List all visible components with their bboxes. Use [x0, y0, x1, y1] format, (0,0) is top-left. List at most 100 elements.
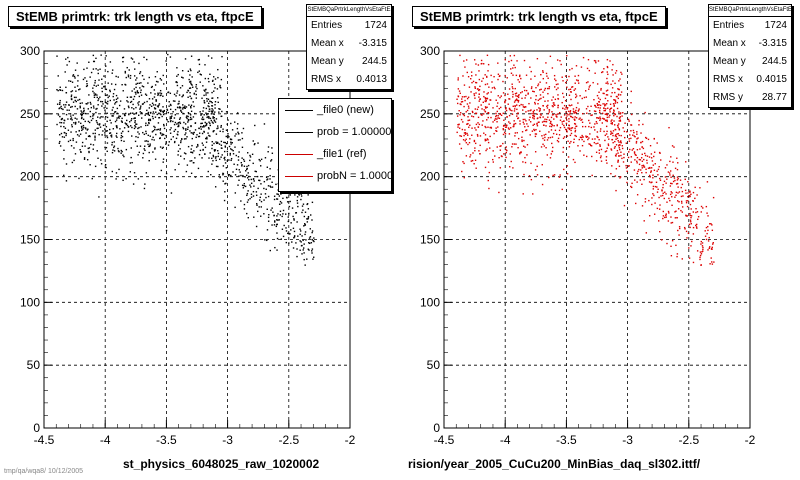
- scatter-point: [260, 206, 262, 208]
- scatter-point: [225, 135, 227, 138]
- scatter-point: [467, 75, 470, 78]
- scatter-point: [651, 160, 654, 162]
- scatter-point: [460, 118, 463, 121]
- scatter-point: [494, 118, 497, 120]
- scatter-point: [477, 106, 480, 108]
- scatter-point: [508, 98, 510, 100]
- scatter-point: [86, 83, 88, 85]
- scatter-point: [59, 101, 61, 104]
- scatter-points: [456, 54, 715, 266]
- scatter-point: [106, 112, 108, 114]
- scatter-point: [599, 118, 602, 120]
- scatter-point: [648, 156, 651, 158]
- scatter-point: [228, 145, 231, 148]
- scatter-point: [619, 112, 622, 115]
- scatter-point: [205, 94, 207, 96]
- scatter-point: [60, 105, 62, 108]
- legend-box: _file0 (new) prob = 1.000000 _file1 (ref…: [278, 98, 392, 192]
- scatter-point: [109, 132, 112, 134]
- scatter-point: [581, 97, 583, 100]
- scatter-point: [552, 132, 555, 135]
- scatter-point: [631, 113, 633, 116]
- scatter-point: [103, 85, 105, 88]
- scatter-point: [568, 146, 571, 148]
- scatter-point: [97, 72, 99, 75]
- scatter-point: [470, 78, 472, 80]
- scatter-point: [667, 220, 670, 222]
- scatter-point: [187, 96, 189, 98]
- scatter-point: [213, 142, 215, 145]
- scatter-point: [94, 165, 97, 168]
- y-tick-label: 0: [433, 421, 440, 435]
- scatter-point: [130, 118, 133, 120]
- scatter-point: [506, 149, 508, 152]
- scatter-point: [94, 132, 96, 135]
- scatter-point: [138, 114, 140, 116]
- scatter-point: [674, 179, 676, 182]
- scatter-point: [288, 233, 290, 235]
- scatter-point: [610, 132, 613, 134]
- scatter-point: [271, 181, 273, 183]
- scatter-point: [643, 220, 645, 222]
- scatter-point: [222, 128, 224, 130]
- scatter-point: [500, 95, 503, 97]
- scatter-point: [87, 108, 89, 110]
- scatter-point: [247, 199, 250, 201]
- scatter-point: [548, 87, 550, 90]
- scatter-point: [131, 107, 133, 109]
- scatter-point: [196, 143, 199, 146]
- scatter-point: [231, 142, 234, 144]
- scatter-point: [636, 156, 639, 159]
- scatter-point: [113, 111, 116, 113]
- legend-line-icon: [285, 131, 313, 133]
- scatter-point: [101, 105, 103, 107]
- scatter-point: [171, 115, 173, 117]
- scatter-point: [537, 84, 539, 87]
- scatter-point: [502, 128, 505, 131]
- scatter-point: [83, 109, 85, 112]
- scatter-point: [263, 213, 265, 215]
- scatter-point: [227, 135, 229, 137]
- scatter-point: [83, 107, 85, 110]
- scatter-point: [596, 117, 598, 119]
- scatter-point: [694, 186, 696, 189]
- scatter-point: [457, 124, 460, 126]
- scatter-point: [217, 101, 219, 104]
- scatter-point: [610, 149, 613, 151]
- scatter-point: [167, 120, 169, 123]
- scatter-point: [247, 172, 249, 174]
- scatter-point: [522, 106, 525, 108]
- scatter-point: [154, 158, 157, 160]
- scatter-point: [636, 172, 639, 175]
- scatter-point: [129, 77, 132, 79]
- scatter-point: [303, 225, 305, 227]
- scatter-point: [669, 199, 671, 202]
- scatter-point: [616, 137, 619, 140]
- scatter-point: [202, 85, 204, 87]
- scatter-point: [684, 189, 687, 192]
- scatter-point: [97, 157, 99, 159]
- scatter-point: [236, 112, 239, 114]
- scatter-point: [561, 188, 563, 191]
- scatter-point: [119, 115, 122, 118]
- scatter-point: [205, 137, 207, 140]
- scatter-point: [278, 219, 280, 221]
- scatter-point: [64, 71, 66, 73]
- scatter-point: [79, 148, 81, 151]
- scatter-point: [165, 134, 167, 137]
- scatter-point: [94, 93, 97, 95]
- scatter-point: [583, 140, 585, 143]
- scatter-point: [669, 193, 672, 196]
- scatter-point: [109, 128, 111, 131]
- scatter-point: [516, 115, 518, 117]
- scatter-point: [211, 140, 213, 143]
- scatter-point: [188, 104, 190, 106]
- scatter-point: [204, 153, 206, 155]
- scatter-point: [170, 127, 172, 129]
- scatter-point: [619, 177, 621, 179]
- scatter-point: [634, 136, 636, 138]
- scatter-point: [597, 136, 599, 139]
- scatter-point: [561, 92, 564, 95]
- scatter-point: [220, 156, 222, 158]
- scatter-point: [185, 129, 187, 131]
